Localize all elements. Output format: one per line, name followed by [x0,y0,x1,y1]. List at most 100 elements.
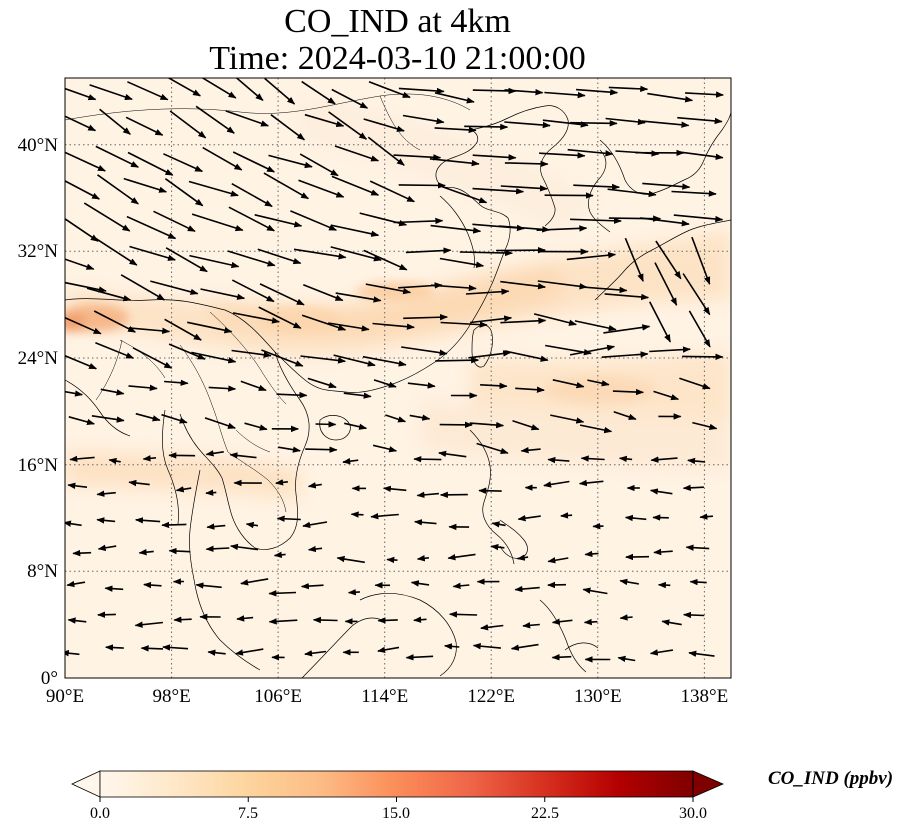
wind-arrow [685,91,724,98]
wind-arrow [688,650,715,657]
wind-arrow [135,517,161,524]
wind-arrow [108,457,121,465]
wind-arrow [227,250,276,267]
wind-arrow [191,351,237,364]
wind-arrow [229,452,257,459]
wind-arrow [330,246,382,262]
wind-arrow [449,611,478,618]
wind-arrow [91,415,125,423]
wind-arrow [504,350,549,362]
wind-arrow [86,287,132,302]
wind-arrow [682,273,711,316]
wind-arrow [413,616,427,623]
colorbar-gradient [100,771,693,797]
lon-tick-label: 122°E [467,686,515,707]
wind-arrow [578,479,604,487]
wind-arrow [429,158,480,167]
wind-arrow [240,380,267,392]
wind-arrow [65,115,97,132]
wind-arrow [307,482,322,489]
wind-arrow [65,649,80,657]
wind-arrow [504,160,549,168]
wind-arrow [551,654,572,661]
wind-arrow [298,179,345,198]
wind-arrow [472,187,525,195]
wind-arrow [331,175,380,196]
wind-arrow [500,185,548,192]
wind-arrow [510,643,539,651]
colorbar-extend-high [692,770,725,798]
wind-arrow [566,252,617,261]
wind-arrow [601,351,649,358]
wind-arrow [336,555,365,564]
wind-arrow [168,343,206,360]
wind-arrow [569,344,616,356]
lon-axis: 90°E 98°E 106°E 114°E 122°E 130°E 138°E [46,686,728,707]
wind-arrow [127,151,174,176]
wind-arrow [83,202,131,232]
wind-arrow [305,446,338,453]
wind-arrow [440,321,488,328]
wind-arrow [205,545,230,553]
wind-arrow [363,118,405,132]
wind-arrow [683,611,705,619]
wind-arrow [517,515,541,522]
wind-arrow [204,417,236,429]
wind-arrow [65,180,101,200]
wind-arrow [276,515,301,522]
wind-arrow [368,81,411,99]
colorbar [71,770,725,802]
wind-arrow [299,153,339,177]
wind-arrow [430,284,477,292]
wind-arrow [134,621,163,628]
wind-arrow [261,349,304,367]
wind-arrow [65,520,82,527]
wind-arrow [335,292,382,303]
wind-arrow [516,554,529,561]
wind-arrow [161,413,188,424]
wind-arrow [164,379,189,386]
wind-arrow [687,457,706,465]
wind-arrow [205,489,217,496]
wind-arrow [128,327,171,335]
wind-arrow [150,280,199,295]
wind-arrow [441,185,488,204]
wind-arrow [410,580,430,587]
wind-arrow [386,556,398,564]
wind-arrow [393,217,444,225]
colorbar-tick-label: 30.0 [679,805,707,822]
wind-arrow [413,455,442,463]
wind-arrow [536,225,588,232]
wind-arrow [654,262,678,306]
wind-arrow [126,215,177,240]
wind-arrow [398,182,446,189]
wind-arrow [514,585,540,593]
wind-arrow [377,646,400,654]
wind-arrow [304,650,327,657]
wind-arrow [235,78,264,102]
colorbar-tick-label: 22.5 [531,805,559,822]
wind-arrow [232,312,280,324]
wind-arrow [685,544,710,551]
wind-arrow [164,178,204,207]
wind-arrow [430,224,482,234]
wind-arrow [520,447,541,454]
wind-arrow [228,206,276,232]
lon-tick-label: 114°E [361,686,408,707]
wind-arrow [398,87,445,95]
wind-arrow [307,545,323,553]
lon-tick-label: 138°E [681,686,729,707]
wind-arrow [163,153,204,173]
wind-arrow [99,108,131,135]
wind-arrow [205,450,224,457]
wind-arrow [570,217,622,224]
colorbar-tick-label: 7.5 [238,805,258,822]
wind-arrow [512,420,540,431]
wind-arrow [619,614,633,621]
wind-arrow [95,341,135,359]
wind-arrow [405,654,434,661]
wind-vectors [65,78,724,663]
wind-arrow [128,384,158,392]
lon-tick-label: 90°E [46,686,84,707]
wind-arrow [268,154,313,169]
